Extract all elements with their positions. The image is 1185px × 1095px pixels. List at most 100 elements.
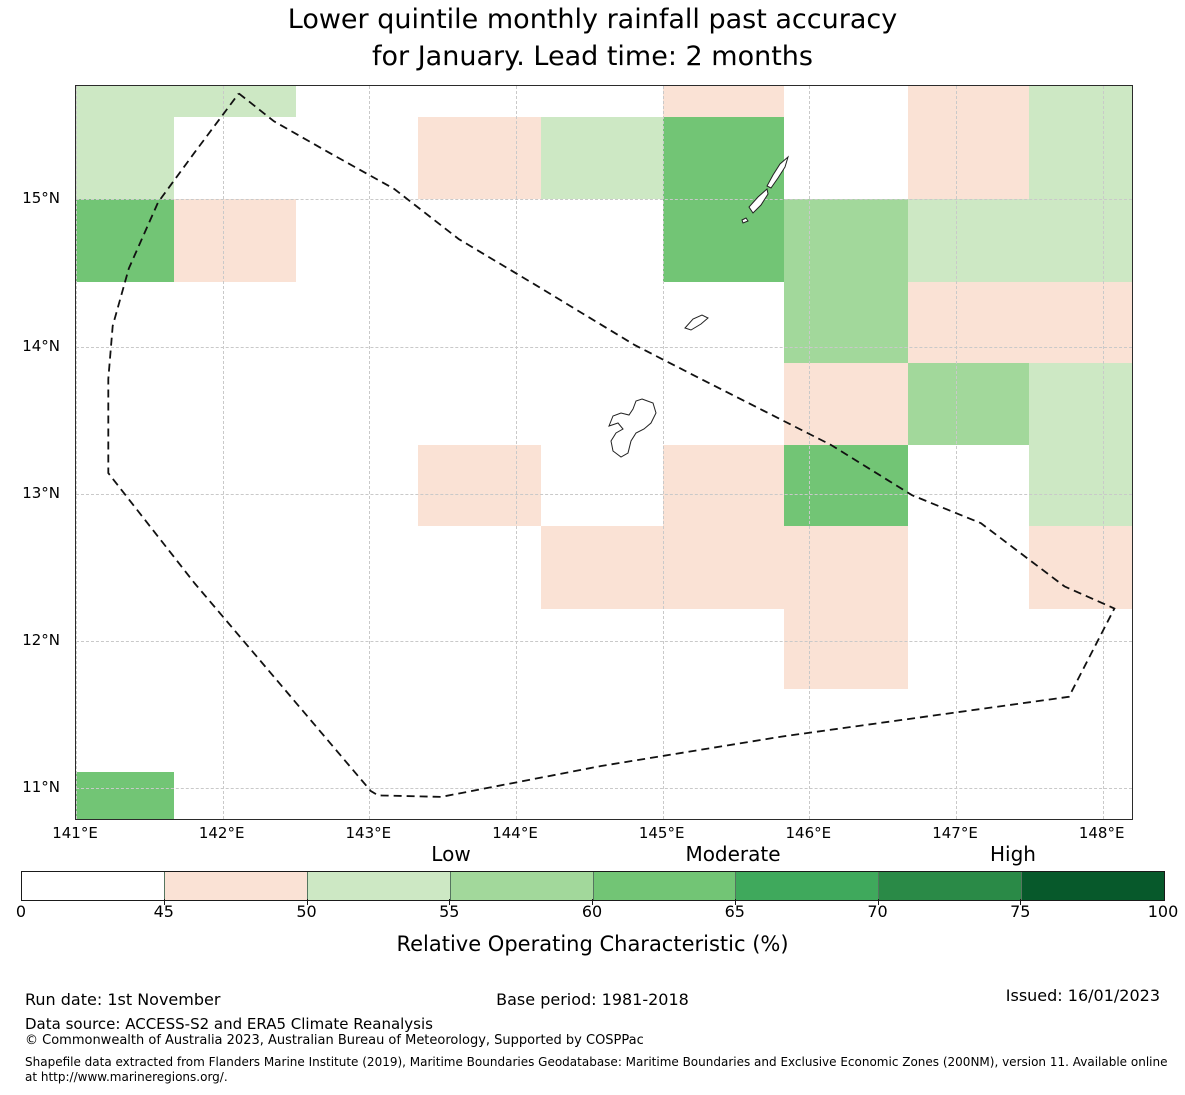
heatmap-cell [1029, 526, 1132, 609]
colorbar-tick-label: 100 [1147, 902, 1179, 921]
longitude-gridline [516, 86, 517, 819]
island-outline-saipan [766, 155, 789, 189]
heatmap-cell [417, 116, 541, 200]
colorbar-tick-mark [1020, 899, 1022, 905]
colorbar-tick-label: 75 [1010, 902, 1031, 921]
x-axis-tick-label: 148°E [1078, 824, 1125, 842]
latitude-gridline [76, 640, 1132, 642]
island-outline-guam [608, 398, 657, 458]
island-outline-tinian [748, 188, 769, 214]
longitude-gridline [369, 86, 371, 819]
heatmap-cell [784, 445, 908, 527]
colorbar-segment-50-55 [307, 872, 451, 900]
island-outline-rota [684, 314, 709, 331]
colorbar-tick-label: 60 [581, 902, 603, 921]
colorbar-tick-mark [163, 899, 165, 905]
colorbar-segment-55-60 [450, 872, 594, 900]
heatmap-cell [174, 86, 296, 117]
x-axis-tick-label: 146°E [785, 824, 832, 842]
shapefile-note-text: Shapefile data extracted from Flanders M… [25, 1055, 1168, 1084]
heatmap-cell [1029, 281, 1132, 363]
heatmap-cell [1029, 445, 1132, 527]
colorbar-tick-mark [306, 899, 308, 905]
colorbar-tick-label: 45 [153, 902, 174, 921]
colorbar-axis-label: Relative Operating Characteristic (%) [396, 932, 789, 956]
y-axis-tick-label: 12°N [22, 630, 60, 649]
heatmap-cell [1029, 362, 1132, 446]
colorbar-category-label-low: Low [431, 842, 471, 866]
heatmap-cell [784, 608, 908, 690]
x-axis-tick-label: 144°E [492, 824, 538, 842]
heatmap-cell [540, 116, 663, 200]
chart-title-line2: for January. Lead time: 2 months [372, 41, 813, 72]
heatmap-cell [907, 116, 1030, 200]
colorbar-segment-70-75 [879, 872, 1023, 900]
y-axis-tick-label: 14°N [22, 336, 60, 355]
chart-title-line1: Lower quintile monthly rainfall past acc… [287, 4, 898, 35]
heatmap-cell [76, 199, 175, 282]
latitude-gridline [76, 493, 1132, 495]
colorbar-tick-mark [734, 899, 736, 905]
colorbar-category-label-moderate: Moderate [685, 842, 781, 866]
y-axis-tick-label: 13°N [22, 483, 60, 502]
data-source-text: Data source: ACCESS-S2 and ERA5 Climate … [25, 1015, 433, 1033]
heatmap-cell [1029, 199, 1132, 282]
heatmap-cell [76, 771, 175, 819]
base-period-text: Base period: 1981-2018 [496, 990, 689, 1009]
colorbar-tick-mark [449, 899, 451, 905]
chart-title: Lower quintile monthly rainfall past acc… [0, 1, 1185, 75]
latitude-gridline [76, 788, 1132, 790]
latitude-gridline [76, 346, 1132, 348]
colorbar-tick-label: 70 [867, 902, 888, 921]
map-overlay-svg [107, 92, 1116, 798]
eez-boundary-line [107, 92, 1116, 798]
heatmap-cell [662, 199, 785, 282]
latitude-gridline [76, 199, 1132, 201]
heatmap-cell [907, 199, 1030, 282]
x-axis-tick-label: 147°E [932, 824, 978, 842]
x-axis-tick-label: 145°E [638, 824, 685, 842]
x-axis-tick-label: 143°E [345, 824, 392, 842]
colorbar-tick-mark [592, 899, 593, 905]
colorbar-segment-0-45 [22, 872, 165, 900]
issued-date-text: Issued: 16/01/2023 [1005, 986, 1160, 1005]
colorbar-tick-label: 0 [15, 902, 27, 921]
colorbar-tick-mark [877, 899, 879, 905]
colorbar-tick-label: 50 [296, 902, 317, 921]
x-axis-tick-label: 141°E [52, 824, 98, 842]
longitude-gridline [1102, 86, 1104, 819]
island-outline-aguijan [741, 217, 749, 224]
heatmap-cell [662, 445, 785, 527]
y-axis-tick-label: 15°N [22, 189, 60, 208]
longitude-gridline [956, 86, 957, 819]
colorbar-tick-label: 65 [724, 902, 745, 921]
heatmap-cell [784, 526, 908, 609]
colorbar-segment-60-65 [593, 872, 737, 900]
heatmap-cell [174, 199, 296, 282]
x-axis-tick-label: 142°E [198, 824, 245, 842]
run-date-text: Run date: 1st November [25, 990, 221, 1009]
heatmap-cell [662, 526, 785, 609]
longitude-gridline [662, 86, 664, 819]
heatmap-cell [784, 199, 908, 282]
longitude-gridline [809, 86, 811, 819]
heatmap-cell [662, 116, 785, 200]
colorbar-segment-65-70 [736, 872, 880, 900]
y-axis-tick-label: 11°N [22, 778, 60, 797]
heatmap-cell [662, 86, 785, 117]
heatmap-cell [784, 281, 908, 363]
colorbar-segment-75-100 [1022, 872, 1164, 900]
longitude-gridline [222, 86, 224, 819]
colorbar [21, 871, 1165, 901]
colorbar-tick-label: 55 [439, 902, 460, 921]
heatmap-cell [1029, 86, 1132, 117]
heatmap-cell [907, 362, 1030, 446]
heatmap-cell [76, 116, 175, 200]
heatmap-cell [784, 362, 908, 446]
heatmap-cell [540, 526, 663, 609]
heatmap-cell [907, 86, 1030, 117]
heatmap-cell [76, 86, 175, 117]
colorbar-category-label-high: High [990, 842, 1036, 866]
heatmap-cell [417, 445, 541, 527]
